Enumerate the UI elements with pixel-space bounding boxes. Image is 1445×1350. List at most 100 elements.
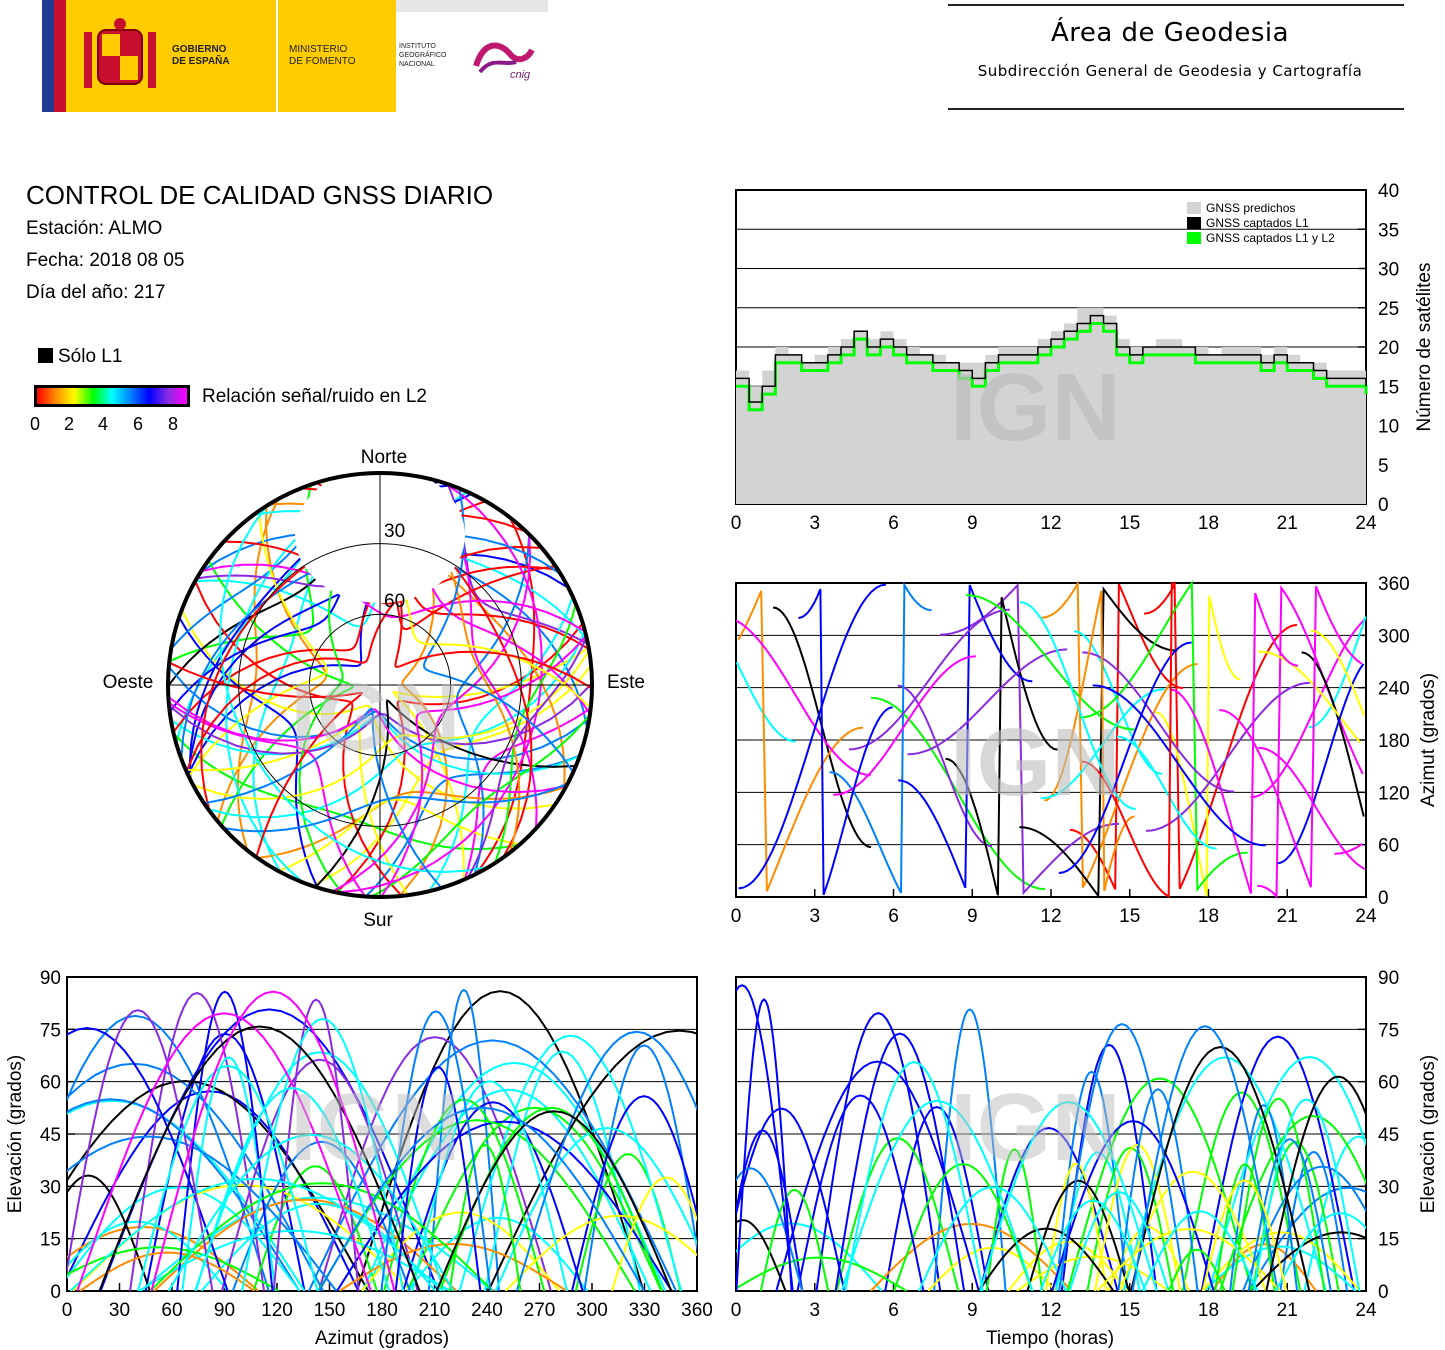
satellite-track: [1257, 584, 1364, 899]
y-tick-label: 25: [1378, 299, 1399, 320]
x-axis-label: Azimut (grados): [315, 1328, 449, 1349]
satellite-track: [236, 498, 280, 851]
satellite-track: [67, 1220, 229, 1291]
satellite-track: [834, 1032, 966, 1291]
satellite-track: [504, 1214, 697, 1291]
satellite-track: [907, 648, 1068, 756]
org-ign-line: INSTITUTO: [399, 43, 436, 50]
org-ministerio: MINISTERIO DE FOMENTO: [289, 44, 355, 68]
satellite-track: [1080, 579, 1248, 893]
y-tick-label: 90: [40, 968, 61, 989]
satellite-track: [402, 1101, 584, 1291]
satellite-track: [176, 990, 274, 1291]
satellite-track: [194, 1086, 391, 1291]
x-tick-label: 18: [1198, 906, 1219, 927]
satellite-track: [1058, 641, 1192, 874]
satellite-track: [150, 990, 396, 1291]
x-tick-label: 6: [888, 1300, 899, 1321]
watermark: IGN: [290, 1074, 461, 1181]
header-rule-top: [948, 4, 1404, 6]
satellite-track: [1181, 1091, 1302, 1291]
satellite-track: [736, 1107, 846, 1291]
x-tick-label: 180: [366, 1300, 398, 1321]
satellite-tracks: [67, 988, 697, 1291]
satellite-track: [1303, 1135, 1366, 1291]
tick-labels: 0 5 10 15 20 25 30 35 40 0 3 6 9 12 15 18 21 24: [731, 181, 1399, 534]
satellite-track: [829, 581, 932, 894]
satellite-track: [736, 998, 793, 1291]
satellite-track: [1039, 1199, 1147, 1291]
satellite-track: [933, 1008, 1007, 1291]
satellite-track: [178, 616, 319, 888]
satellite-track: [422, 488, 575, 773]
satellite-tracks: [735, 579, 1367, 899]
doy-line: Día del año: 217: [26, 282, 166, 303]
grid: [166, 467, 594, 899]
satellite-track: [965, 594, 1136, 731]
satellite-track: [736, 1256, 908, 1291]
satellite-track: [945, 596, 1058, 896]
area-subtitle: Subdirección General de Geodesia y Carto…: [977, 62, 1363, 80]
date-line: Fecha: 2018 08 05: [26, 250, 185, 271]
satellite-track: [1219, 1114, 1366, 1291]
compass-north: Norte: [361, 447, 407, 468]
satellite-track: [1202, 1245, 1357, 1291]
satellite-track: [898, 584, 1033, 889]
satellite-track: [223, 782, 569, 833]
satellite-track: [1058, 1022, 1186, 1291]
satellite-track: [737, 590, 864, 892]
coat-of-arms-icon: [84, 18, 156, 88]
satellite-track: [187, 510, 328, 778]
satellite-track: [67, 1026, 229, 1291]
snr-tick: 2: [64, 414, 75, 434]
satellite-track: [978, 1126, 1119, 1291]
org-ign-line: NACIONAL: [399, 61, 435, 68]
satellite-track: [979, 1101, 1158, 1291]
y-tick-label: 0: [1378, 1282, 1389, 1303]
x-tick-label: 210: [419, 1300, 451, 1321]
legend-l1: GNSS captados L1: [1206, 216, 1309, 230]
satellite-track: [1066, 1077, 1253, 1291]
satellite-track: [1069, 583, 1184, 890]
satellite-track: [231, 1140, 411, 1291]
tick-labels: 0 15 30 45 60 75 90 0 30 60 90 120 150 180 210 240 270 30…: [40, 968, 713, 1321]
y-tick-label: 35: [1378, 220, 1399, 241]
satellite-track: [219, 504, 490, 874]
x-tick-label: 270: [524, 1300, 556, 1321]
x-tick-label: 9: [967, 906, 978, 927]
satellite-track: [1044, 1162, 1108, 1291]
x-tick-label: 15: [1119, 1300, 1140, 1321]
x-tick-label: 3: [809, 1300, 820, 1321]
satellite-track: [1131, 1025, 1279, 1291]
satellite-track: [435, 1110, 673, 1291]
legend-swatch-l1l2: [1187, 232, 1201, 244]
y-tick-label: 15: [40, 1230, 61, 1251]
satellite-track: [1308, 616, 1367, 729]
satellite-track: [1092, 684, 1266, 847]
y-tick-label: 10: [1378, 417, 1399, 438]
x-tick-label: 21: [1277, 906, 1298, 927]
compass-east: Este: [607, 672, 645, 693]
satellite-track: [1247, 1138, 1332, 1291]
x-tick-label: 240: [471, 1300, 503, 1321]
y-tick-label: 75: [1378, 1020, 1399, 1041]
compass-south: Sur: [363, 910, 393, 931]
horizon-circle: [166, 471, 594, 899]
satellite-track: [448, 1143, 522, 1291]
y-tick-label: 40: [1378, 181, 1399, 202]
legend-swatch-l1: [1187, 217, 1201, 229]
satellite-track: [736, 1167, 804, 1291]
satellite-track: [571, 1095, 697, 1291]
satellite-track: [67, 1098, 301, 1291]
y-tick-label: 360: [1378, 574, 1410, 595]
satellite-track: [67, 1079, 369, 1291]
satellite-track: [1068, 1191, 1170, 1291]
satellite-track: [79, 1251, 256, 1291]
satellite-track: [1019, 586, 1178, 899]
satellite-track: [1143, 581, 1298, 890]
satellite-track: [335, 622, 584, 894]
y-tick-label: 0: [50, 1282, 61, 1303]
satellite-track: [67, 1090, 360, 1291]
satellite-track: [1117, 1088, 1199, 1291]
watermark: IGN: [950, 1074, 1121, 1181]
